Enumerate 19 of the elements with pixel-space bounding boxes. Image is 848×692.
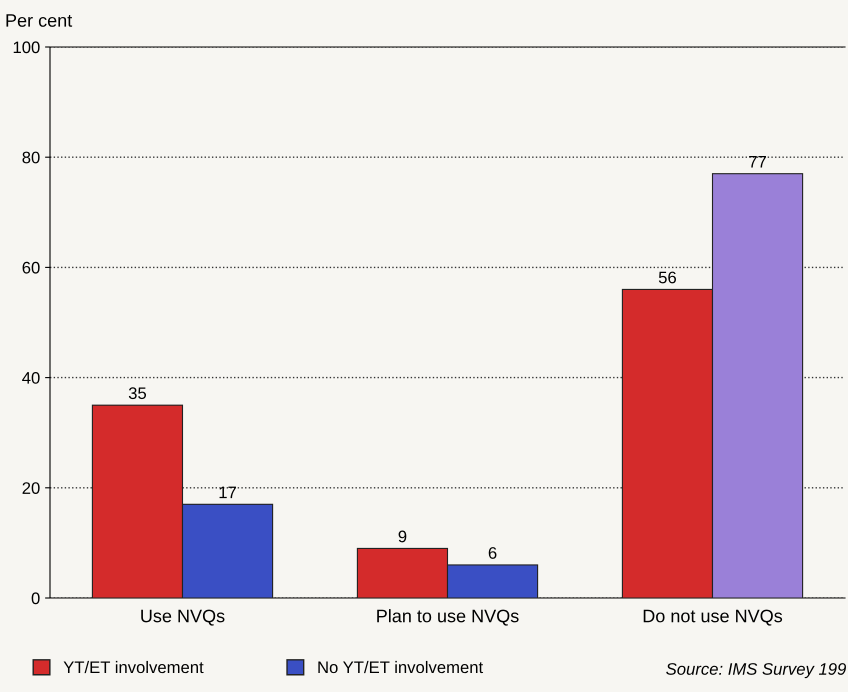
y-tick-label: 20 bbox=[22, 482, 40, 494]
y-tick-label: 40 bbox=[22, 372, 40, 384]
data-label: 77 bbox=[749, 156, 766, 168]
x-tick-label: Use NVQs bbox=[141, 610, 224, 626]
legend-label: No YT/ET involvement bbox=[318, 660, 484, 674]
data-label: 9 bbox=[398, 530, 406, 542]
x-tick-label: Plan to use NVQs bbox=[377, 609, 519, 626]
legend-label: YT/ET involvement bbox=[64, 660, 204, 674]
data-label: 17 bbox=[220, 486, 236, 498]
x-tick-label: Do not use NVQs bbox=[644, 610, 782, 626]
y-tick-label: 60 bbox=[22, 262, 40, 274]
y-tick-label: 100 bbox=[14, 41, 40, 54]
data-label: 6 bbox=[488, 547, 496, 559]
data-label: 56 bbox=[658, 272, 676, 284]
y-tick-label: 80 bbox=[22, 152, 40, 164]
y-axis-title: Per cent bbox=[6, 14, 72, 27]
data-label: 35 bbox=[128, 387, 146, 400]
source-note: Source: IMS Survey 199 bbox=[666, 663, 846, 678]
y-tick-label: 0 bbox=[32, 592, 40, 604]
